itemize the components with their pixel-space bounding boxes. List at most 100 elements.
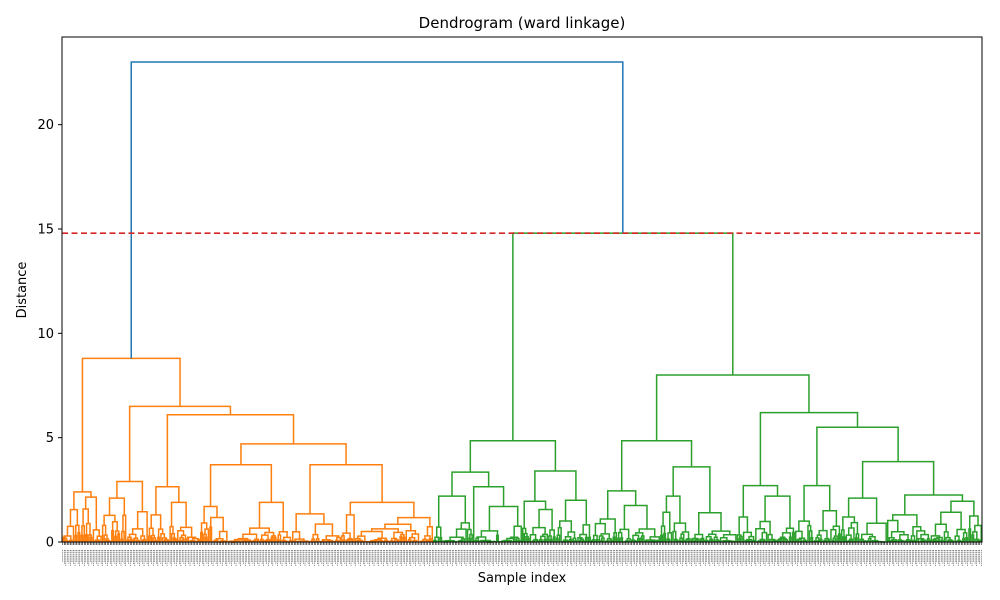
dendrogram-link	[140, 535, 146, 542]
dendrogram-link	[891, 514, 918, 527]
dendrogram-link	[700, 537, 705, 542]
dendrogram-link	[660, 534, 664, 542]
dendrogram-link	[599, 518, 616, 533]
dendrogram-link	[114, 535, 118, 542]
dendrogram-link	[495, 534, 499, 542]
dendrogram-link	[854, 537, 858, 542]
dendrogram-link	[233, 538, 243, 542]
dendrogram-link	[672, 466, 711, 513]
dendrogram-link	[860, 533, 874, 540]
dendrogram-link	[73, 491, 92, 510]
dendrogram-link	[258, 501, 284, 532]
dendrogram-link	[810, 536, 814, 542]
dendrogram-link	[940, 539, 944, 542]
y-tick-label: 5	[46, 431, 54, 446]
dendrogram-link	[600, 533, 610, 539]
dendrogram-link	[600, 537, 605, 542]
dendrogram-link	[214, 539, 219, 542]
dendrogram-link	[827, 539, 831, 542]
dendrogram-link	[655, 374, 810, 441]
dendrogram-link	[200, 522, 208, 533]
dendrogram-link	[347, 537, 353, 540]
y-tick-label: 0	[46, 536, 54, 551]
dendrogram-link	[357, 539, 363, 542]
dendrogram-link	[849, 538, 854, 542]
dendrogram-link	[292, 530, 301, 542]
dendrogram-link	[276, 539, 280, 542]
dendrogram-link	[632, 539, 637, 542]
dendrogram-link	[108, 497, 126, 516]
dendrogram-link	[127, 536, 132, 541]
dendrogram-link	[63, 535, 72, 541]
dendrogram-link	[215, 537, 224, 542]
dendrogram-link	[133, 537, 139, 541]
dendrogram-link	[974, 538, 980, 542]
dendrogram-link	[179, 526, 193, 538]
dendrogram-link	[163, 538, 169, 541]
dendrogram-link	[930, 535, 941, 541]
dendrogram-link	[937, 539, 941, 542]
dendrogram-link	[122, 514, 127, 542]
dendrogram-link	[240, 443, 347, 465]
dendrogram-link	[713, 536, 718, 542]
dendrogram-link	[523, 500, 547, 529]
dendrogram-link	[77, 531, 81, 542]
dendrogram-link	[665, 495, 681, 524]
dendrogram-link	[281, 539, 287, 542]
dendrogram-link	[748, 535, 755, 541]
dendrogram-link	[563, 539, 568, 542]
dendrogram-link	[128, 405, 232, 482]
dendrogram-link	[538, 538, 543, 542]
dendrogram-link	[587, 536, 591, 542]
dendrogram-link	[816, 426, 899, 486]
dendrogram-link	[681, 531, 690, 539]
dendrogram-link	[321, 539, 331, 542]
dendrogram-link	[552, 536, 556, 542]
dendrogram-link	[111, 530, 115, 542]
dendrogram-link	[742, 531, 753, 542]
dendrogram-link	[407, 538, 412, 542]
dendrogram-link	[155, 485, 180, 515]
dendrogram-link	[374, 538, 383, 541]
dendrogram-link	[660, 525, 666, 536]
y-axis: 0 5 10 15 20	[37, 118, 62, 551]
dendrogram-link	[63, 537, 68, 542]
dendrogram-link	[746, 538, 752, 542]
dendrogram-link	[913, 539, 917, 542]
dendrogram-link	[288, 540, 292, 542]
dendrogram-link	[412, 539, 417, 542]
dendrogram-link	[437, 495, 467, 528]
dendrogram-link	[349, 501, 415, 518]
dendrogram-link	[476, 536, 487, 541]
dendrogram-link	[186, 537, 190, 542]
dendrogram-link	[533, 538, 539, 541]
dendrogram-link	[623, 504, 648, 530]
dendrogram-link	[929, 539, 933, 542]
dendrogram-link	[591, 539, 596, 542]
dendrogram-link	[693, 539, 697, 542]
dendrogram-link	[832, 537, 837, 542]
dendrogram-link	[890, 530, 905, 538]
dendrogram-link	[722, 534, 737, 542]
dendrogram-link	[166, 413, 295, 487]
dendrogram-link	[847, 539, 852, 542]
dendrogram-link	[350, 538, 354, 542]
dendrogram-link	[512, 232, 734, 441]
dendrogram-link	[209, 526, 213, 542]
dendrogram-link	[803, 484, 831, 522]
dendrogram-link	[157, 528, 164, 538]
dendrogram-link	[256, 540, 260, 542]
dendrogram-link	[434, 536, 440, 542]
dendrogram-link	[147, 535, 151, 542]
dendrogram-link	[96, 535, 102, 542]
dendrogram-link	[121, 530, 125, 542]
dendrogram-link	[326, 539, 333, 542]
dendrogram-link	[912, 525, 922, 536]
dendrogram-link	[445, 539, 455, 542]
dendrogram-link	[762, 539, 766, 542]
dendrogram-link	[777, 539, 782, 542]
leaf-tick-labels	[62, 542, 982, 566]
dendrogram-link	[357, 535, 366, 542]
dendrogram-link	[204, 536, 208, 542]
dendrogram-link	[579, 538, 585, 541]
